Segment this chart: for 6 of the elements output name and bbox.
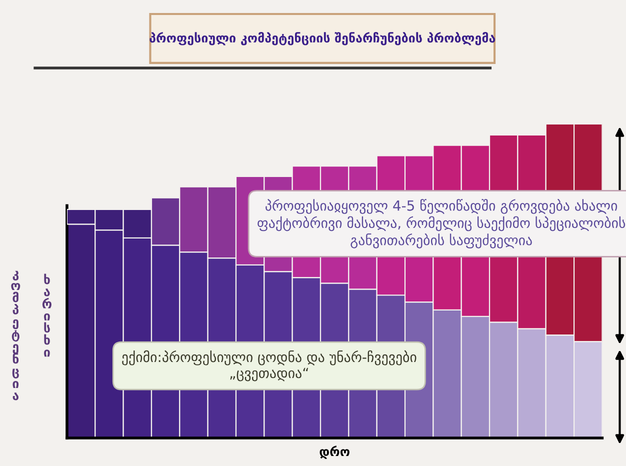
chart-title: პროფესიული კომპეტენციის შენარჩუნების პრობლემა — [150, 32, 496, 46]
annotation: ექიმი:პროფესიული ცოდნა და უნარ-ჩვევები „ცვეთადია“ — [122, 350, 416, 382]
text: ხარისხი — [42, 274, 52, 357]
text: კომპეტენცია — [11, 270, 20, 400]
annotation: პროფესიაჲყოველ 4-5 წელიწადში გროვდება ახალი ფაქტობრივი მასალა, რომელიც საექიმო სპეციალობის განვითარების საფუძველია — [258, 198, 626, 248]
x-axis-title: დრო — [320, 446, 350, 459]
